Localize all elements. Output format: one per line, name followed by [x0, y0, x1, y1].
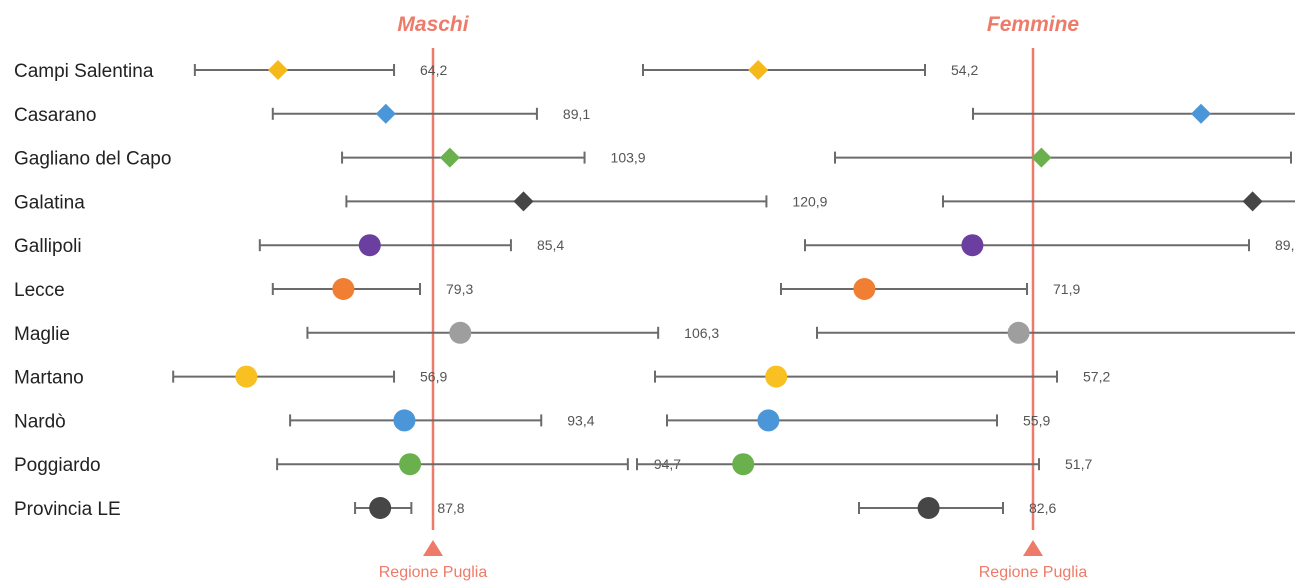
value-label: 55,9 — [1023, 412, 1050, 428]
point-marker — [961, 234, 984, 257]
reference-marker — [423, 540, 443, 556]
point-marker — [449, 321, 472, 344]
category-label: Martano — [14, 368, 84, 389]
point-marker — [1007, 321, 1030, 344]
point-marker — [748, 60, 769, 80]
value-label: 89,9 — [1275, 237, 1295, 253]
value-label: 89,1 — [563, 106, 590, 122]
value-label: 120,9 — [792, 193, 827, 209]
point-marker — [235, 365, 258, 388]
value-label: 93,4 — [567, 412, 594, 428]
value-label: 82,6 — [1029, 500, 1056, 516]
category-label: Campi Salentina — [14, 61, 154, 82]
value-label: 71,9 — [1053, 281, 1080, 297]
value-label: 64,2 — [420, 62, 447, 78]
point-marker — [853, 278, 876, 300]
panel-maschi: Maschi Regione Puglia 64,2 89,1 103,9 120,9… — [172, 13, 828, 581]
point-marker — [917, 497, 940, 519]
category-label: Galatina — [14, 192, 85, 213]
point-marker — [732, 453, 755, 476]
value-label: 57,2 — [1083, 369, 1110, 385]
point-marker — [332, 278, 355, 300]
value-label: 79,3 — [446, 281, 473, 297]
point-marker — [765, 365, 788, 388]
point-marker — [358, 234, 381, 257]
value-label: 54,2 — [951, 62, 978, 78]
panel-femmine: Femmine Regione Puglia 54,2128101,4136,6… — [636, 13, 1295, 581]
point-marker — [1031, 147, 1052, 168]
point-marker — [267, 60, 288, 80]
point-marker — [393, 409, 416, 432]
reference-label-femmine: Regione Puglia — [979, 564, 1088, 581]
point-marker — [513, 191, 534, 212]
category-label: Gallipoli — [14, 236, 82, 257]
reference-label-maschi: Regione Puglia — [379, 564, 488, 581]
point-marker — [439, 147, 460, 168]
panel-title-maschi: Maschi — [397, 13, 469, 36]
panel-title-femmine: Femmine — [987, 13, 1080, 36]
value-label: 103,9 — [611, 150, 646, 166]
category-label: Maglie — [14, 324, 70, 345]
reference-marker — [1023, 540, 1043, 556]
value-label: 87,8 — [437, 500, 464, 516]
category-label: Poggiardo — [14, 455, 101, 476]
point-marker — [369, 497, 392, 519]
value-label: 51,7 — [1065, 456, 1092, 472]
point-marker — [399, 453, 422, 476]
point-marker — [1242, 191, 1263, 212]
point-marker — [1191, 103, 1211, 124]
value-label: 56,9 — [420, 369, 447, 385]
value-label: 85,4 — [537, 237, 564, 253]
category-label: Casarano — [14, 105, 96, 126]
category-label: Provincia LE — [14, 499, 121, 520]
category-label: Gagliano del Capo — [14, 149, 171, 170]
point-marker — [757, 409, 780, 432]
point-marker — [375, 103, 396, 124]
category-label: Lecce — [14, 280, 65, 301]
value-label: 106,3 — [684, 325, 719, 341]
category-labels: Campi Salentina Casarano Gagliano del Capo… — [14, 61, 171, 520]
category-label: Nardò — [14, 411, 66, 432]
